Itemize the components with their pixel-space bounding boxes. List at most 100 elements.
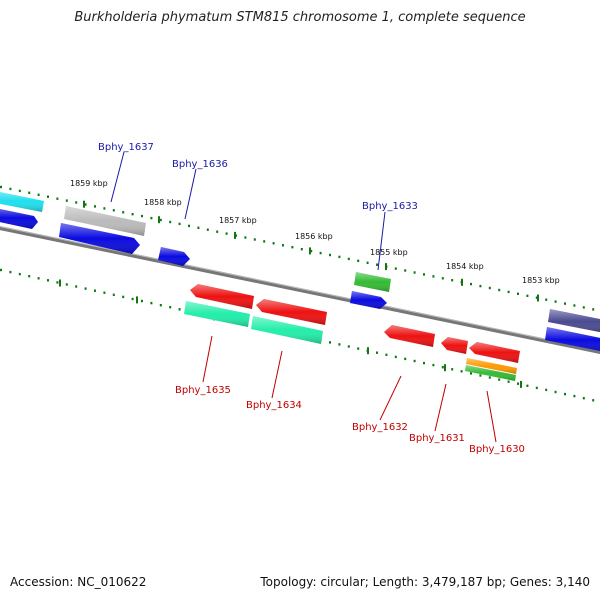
gene-feature[interactable] bbox=[190, 284, 254, 309]
minor-tick bbox=[498, 288, 501, 292]
gene-label[interactable]: Bphy_1632 bbox=[352, 422, 408, 433]
minor-tick bbox=[75, 285, 78, 288]
minor-tick bbox=[470, 372, 472, 375]
minor-tick bbox=[282, 244, 284, 247]
minor-tick bbox=[18, 189, 21, 193]
map-title: Burkholderia phymatum STM815 chromosome … bbox=[74, 10, 526, 25]
tick-label: 1853 kbp bbox=[522, 276, 560, 285]
minor-tick bbox=[56, 197, 59, 200]
leader-line bbox=[184, 168, 197, 220]
label-leaders bbox=[110, 151, 497, 443]
minor-tick bbox=[75, 201, 78, 204]
minor-tick bbox=[65, 199, 68, 202]
minor-tick bbox=[564, 302, 566, 305]
minor-tick bbox=[535, 386, 538, 390]
leader-line bbox=[110, 151, 125, 203]
minor-tick bbox=[404, 269, 407, 272]
minor-tick bbox=[169, 306, 172, 309]
major-tick bbox=[136, 296, 138, 304]
gene-feature[interactable] bbox=[0, 207, 38, 229]
minor-tick bbox=[28, 191, 31, 194]
minor-tick bbox=[413, 271, 416, 274]
minor-tick bbox=[84, 287, 87, 290]
minor-tick bbox=[488, 376, 491, 379]
minor-tick bbox=[319, 251, 322, 255]
minor-tick bbox=[545, 388, 548, 392]
minor-tick bbox=[366, 261, 369, 264]
minor-tick bbox=[423, 361, 425, 365]
gene-feature[interactable] bbox=[384, 325, 435, 347]
forward-strand-genes bbox=[0, 190, 600, 353]
gene-feature[interactable] bbox=[256, 299, 327, 325]
minor-tick bbox=[526, 384, 529, 387]
minor-tick bbox=[554, 300, 557, 303]
minor-tick bbox=[526, 294, 529, 297]
gene-feature[interactable] bbox=[59, 223, 140, 254]
minor-tick bbox=[310, 249, 313, 253]
gene-feature[interactable] bbox=[251, 316, 323, 344]
minor-tick bbox=[169, 220, 172, 224]
minor-tick bbox=[376, 351, 378, 354]
gene-feature[interactable] bbox=[350, 291, 387, 309]
minor-tick bbox=[197, 226, 200, 229]
major-tick bbox=[520, 380, 522, 388]
gene-label[interactable]: Bphy_1637 bbox=[98, 142, 154, 153]
minor-tick bbox=[131, 297, 134, 301]
minor-tick bbox=[263, 240, 266, 243]
minor-tick bbox=[385, 353, 388, 356]
gene-feature[interactable] bbox=[158, 247, 190, 266]
minor-tick bbox=[103, 291, 106, 294]
minor-tick bbox=[432, 363, 435, 367]
minor-tick bbox=[28, 275, 31, 278]
major-tick bbox=[234, 231, 236, 239]
minor-tick bbox=[479, 374, 482, 377]
minor-tick bbox=[357, 347, 360, 350]
gene-feature[interactable] bbox=[469, 342, 520, 363]
gene-feature[interactable] bbox=[64, 206, 146, 236]
minor-tick bbox=[9, 187, 12, 191]
minor-tick bbox=[122, 295, 125, 299]
gene-label[interactable]: Bphy_1633 bbox=[362, 201, 418, 212]
gene-label[interactable]: Bphy_1634 bbox=[246, 400, 302, 411]
minor-tick bbox=[159, 218, 162, 222]
outer-tick-ring bbox=[0, 185, 595, 311]
gene-feature[interactable] bbox=[465, 365, 516, 381]
gene-label[interactable]: Bphy_1636 bbox=[172, 159, 228, 170]
minor-tick bbox=[545, 298, 548, 301]
tick-labels: 1859 kbp 1858 kbp 1857 kbp 1856 kbp 1855… bbox=[70, 179, 560, 285]
minor-tick bbox=[582, 397, 585, 400]
minor-tick bbox=[103, 207, 106, 210]
minor-tick bbox=[441, 277, 444, 280]
minor-tick bbox=[56, 281, 59, 284]
minor-tick bbox=[178, 308, 181, 311]
gene-feature[interactable] bbox=[0, 190, 44, 212]
gene-label[interactable]: Bphy_1631 bbox=[409, 433, 465, 444]
minor-tick bbox=[122, 211, 125, 214]
leader-line bbox=[271, 350, 283, 399]
minor-tick bbox=[141, 299, 143, 303]
gene-feature[interactable] bbox=[548, 309, 600, 334]
minor-tick bbox=[141, 214, 143, 218]
gene-feature[interactable] bbox=[354, 272, 391, 292]
gene-label[interactable]: Bphy_1630 bbox=[469, 444, 525, 455]
minor-tick bbox=[18, 272, 21, 276]
reverse-strand-genes bbox=[184, 284, 520, 381]
major-tick bbox=[83, 200, 85, 208]
minor-tick bbox=[0, 185, 2, 189]
leader-line bbox=[434, 383, 447, 432]
minor-tick bbox=[347, 257, 350, 261]
tick-label: 1857 kbp bbox=[219, 216, 257, 225]
minor-tick bbox=[488, 286, 491, 290]
minor-tick bbox=[65, 283, 68, 286]
gene-feature[interactable] bbox=[545, 327, 600, 353]
gene-label[interactable]: Bphy_1635 bbox=[175, 385, 231, 396]
minor-tick bbox=[206, 228, 209, 231]
minor-tick bbox=[582, 306, 585, 309]
tick-label: 1855 kbp bbox=[370, 248, 408, 257]
gene-feature[interactable] bbox=[466, 358, 517, 374]
minor-tick bbox=[300, 248, 303, 251]
gene-feature[interactable] bbox=[184, 301, 250, 327]
minor-tick bbox=[347, 345, 350, 348]
gene-feature[interactable] bbox=[441, 337, 468, 354]
minor-tick bbox=[188, 224, 190, 228]
